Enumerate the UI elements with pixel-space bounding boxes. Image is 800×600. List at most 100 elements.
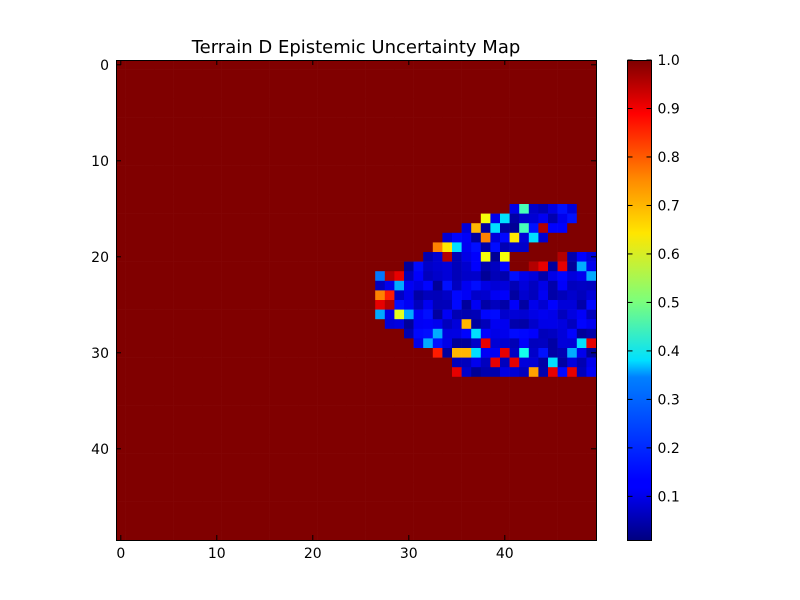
heatmap-cell [288, 252, 299, 262]
heatmap-cell [269, 511, 280, 522]
heatmap-cell [452, 252, 462, 262]
heatmap-cell [125, 405, 136, 416]
heatmap-cell [567, 396, 578, 406]
heatmap-cell [288, 319, 299, 330]
heatmap-cell [567, 328, 578, 339]
heatmap-cell [173, 482, 184, 493]
heatmap-cell [375, 434, 386, 445]
heatmap-cell [212, 69, 222, 80]
heatmap-cell [346, 184, 357, 195]
heatmap-cell [423, 232, 434, 243]
heatmap-cell [116, 213, 126, 224]
heatmap-cell [423, 482, 434, 493]
heatmap-cell [192, 79, 203, 90]
heatmap-cell [269, 386, 280, 397]
heatmap-cell [538, 453, 549, 464]
heatmap-cell [279, 348, 290, 358]
heatmap-cell [432, 98, 443, 109]
heatmap-cell [471, 98, 482, 109]
heatmap-cell [480, 501, 491, 512]
heatmap-cell [231, 424, 242, 435]
heatmap-cell [548, 271, 558, 282]
heatmap-cell [183, 328, 194, 339]
heatmap-cell [375, 88, 386, 99]
heatmap-cell [490, 98, 501, 109]
heatmap-cell [365, 424, 376, 435]
heatmap-cell [336, 386, 347, 397]
heatmap-cell [288, 213, 299, 224]
heatmap-cell [250, 165, 261, 176]
heatmap-cell [346, 261, 357, 272]
heatmap-cell [240, 98, 251, 109]
heatmap-cell [173, 348, 184, 358]
heatmap-cell [298, 530, 309, 541]
heatmap-cell [375, 300, 386, 310]
heatmap-cell [125, 252, 136, 262]
heatmap-cell [308, 194, 318, 205]
heatmap-cell [164, 453, 174, 464]
heatmap-cell [471, 175, 482, 186]
heatmap-cell [164, 357, 174, 368]
heatmap-cell [442, 252, 453, 262]
heatmap-cell [336, 472, 347, 483]
heatmap-cell [461, 463, 472, 474]
heatmap-cell [576, 520, 587, 531]
heatmap-cell [116, 386, 126, 397]
heatmap-cell [538, 511, 549, 522]
heatmap-cell [413, 136, 424, 147]
heatmap-cell [221, 60, 232, 70]
heatmap-cell [317, 319, 328, 330]
heatmap-cell [221, 280, 232, 291]
heatmap-cell [269, 117, 280, 128]
heatmap-cell [269, 348, 280, 358]
heatmap-cell [423, 357, 434, 368]
heatmap-cell [384, 472, 395, 483]
heatmap-cell [154, 204, 165, 214]
heatmap-cell [260, 444, 270, 454]
heatmap-cell [557, 280, 568, 291]
heatmap-cell [192, 453, 203, 464]
heatmap-cell [471, 165, 482, 176]
heatmap-cell [356, 184, 366, 195]
heatmap-cell [557, 232, 568, 243]
heatmap-cell [365, 492, 376, 502]
heatmap-cell [288, 232, 299, 243]
heatmap-cell [375, 184, 386, 195]
heatmap-cell [192, 232, 203, 243]
heatmap-cell [538, 472, 549, 483]
heatmap-cell [576, 271, 587, 282]
heatmap-cell [144, 156, 155, 166]
heatmap-cell [288, 108, 299, 118]
heatmap-cell [375, 127, 386, 138]
heatmap-cell [538, 60, 549, 70]
heatmap-cell [260, 357, 270, 368]
heatmap-cell [528, 232, 539, 243]
heatmap-cell [202, 463, 213, 474]
heatmap-cell [164, 396, 174, 406]
heatmap-cell [125, 204, 136, 214]
heatmap-cell [394, 434, 405, 445]
heatmap-cell [346, 271, 357, 282]
heatmap-cell [413, 108, 424, 118]
heatmap-cell [586, 434, 597, 445]
heatmap-cell [298, 213, 309, 224]
heatmap-cell [509, 376, 520, 387]
heatmap-cell [192, 290, 203, 301]
heatmap-cell [365, 348, 376, 358]
heatmap-cell [288, 386, 299, 397]
heatmap-cell [538, 415, 549, 426]
heatmap-cell [557, 127, 568, 138]
heatmap-cell [375, 290, 386, 301]
heatmap-cell [202, 520, 213, 531]
heatmap-cell [346, 223, 357, 234]
heatmap-cell [240, 146, 251, 157]
heatmap-cell [461, 98, 472, 109]
heatmap-cell [308, 232, 318, 243]
heatmap-cell [144, 424, 155, 435]
heatmap-cell [202, 472, 213, 483]
heatmap-cell [461, 117, 472, 128]
heatmap-cell [221, 415, 232, 426]
heatmap-cell [125, 424, 136, 435]
heatmap-cell [404, 79, 414, 90]
heatmap-cell [308, 309, 318, 320]
